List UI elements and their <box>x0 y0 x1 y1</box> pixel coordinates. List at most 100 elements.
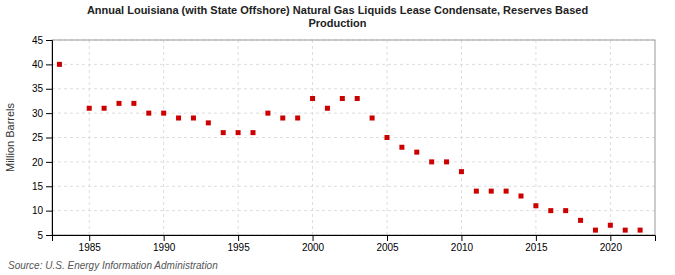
tick-label: 20 <box>32 157 44 168</box>
x-axis: 1985 1990 1995 2000 2005 2010 2015 2020 <box>53 235 656 253</box>
point <box>265 111 270 116</box>
point <box>236 130 241 135</box>
tick-label: 45 <box>32 35 44 46</box>
point <box>519 194 524 199</box>
tick-label: 10 <box>32 205 44 216</box>
tick: 30 <box>32 108 52 119</box>
point <box>191 116 196 121</box>
point <box>429 159 434 164</box>
point <box>87 106 92 111</box>
point <box>399 145 404 150</box>
point <box>638 228 643 233</box>
tick-mark <box>46 235 52 236</box>
tick: 2000 <box>302 235 325 253</box>
tick: 2015 <box>525 235 548 253</box>
point <box>325 106 330 111</box>
grid-line-y <box>52 88 655 89</box>
point <box>176 116 181 121</box>
tick-label: 5 <box>37 230 43 241</box>
tick-label: 2010 <box>451 242 474 253</box>
tick-mark <box>313 235 314 241</box>
point <box>206 120 211 125</box>
tick-mark <box>46 138 52 139</box>
y-axis: 5 10 15 20 25 30 35 40 45 <box>32 35 53 241</box>
tick-mark <box>89 235 90 241</box>
plot-frame <box>52 40 655 235</box>
tick: 20 <box>32 157 52 168</box>
tick-mark <box>46 89 52 90</box>
tick-mark <box>610 235 611 241</box>
point <box>593 228 598 233</box>
title-line: Production <box>308 17 366 29</box>
point <box>623 228 628 233</box>
point <box>370 116 375 121</box>
tick-label: 2000 <box>302 242 325 253</box>
grid-line-y <box>52 161 655 162</box>
tick: 1990 <box>153 235 176 253</box>
tick-label: 1995 <box>227 242 250 253</box>
point <box>533 203 538 208</box>
point <box>161 111 166 116</box>
point <box>295 116 300 121</box>
point <box>548 208 553 213</box>
tick: 15 <box>32 181 52 192</box>
tick-mark <box>387 235 388 241</box>
tick-label: 2020 <box>600 242 623 253</box>
tick-mark <box>238 235 239 241</box>
plot: 1985 1990 1995 2000 2005 2010 2015 2020 5 10 15 20 2… <box>32 35 656 253</box>
point <box>280 116 285 121</box>
point <box>385 135 390 140</box>
tick: 2020 <box>600 235 623 253</box>
grid-line-y <box>52 113 655 114</box>
grid-line-x <box>163 40 164 235</box>
chart: Annual Louisiana (with State Offshore) N… <box>0 0 675 275</box>
point <box>221 130 226 135</box>
point <box>414 150 419 155</box>
tick: 40 <box>32 59 52 70</box>
tick-label: 2015 <box>525 242 548 253</box>
tick: 1995 <box>227 235 250 253</box>
grid-line-y <box>52 137 655 138</box>
tick-mark <box>164 235 165 241</box>
point <box>117 101 122 106</box>
tick: 5 <box>37 230 52 241</box>
tick: 2010 <box>451 235 474 253</box>
point <box>504 189 509 194</box>
tick-label: 1985 <box>79 242 102 253</box>
point <box>459 169 464 174</box>
annotation: Source: U.S. Energy Information Administ… <box>8 260 218 271</box>
tick: 25 <box>32 132 52 143</box>
tick-label: 30 <box>32 108 44 119</box>
point <box>57 62 62 67</box>
axis-line <box>46 41 53 236</box>
tick-mark <box>46 113 52 114</box>
point <box>474 189 479 194</box>
tick: 2005 <box>376 235 399 253</box>
point <box>146 111 151 116</box>
y-axis-label: Million Barrels <box>4 102 16 172</box>
tick-mark <box>46 211 52 212</box>
tick-mark <box>536 235 537 241</box>
marks <box>57 62 643 233</box>
tick-label: 25 <box>32 132 44 143</box>
tick-label: 2005 <box>376 242 399 253</box>
point <box>340 96 345 101</box>
point <box>578 218 583 223</box>
point <box>489 189 494 194</box>
tick: 35 <box>32 83 52 94</box>
tick-label: 35 <box>32 83 44 94</box>
point <box>102 106 107 111</box>
tick-mark <box>46 162 52 163</box>
axis-line <box>53 236 656 242</box>
point <box>444 159 449 164</box>
tick: 1985 <box>79 235 102 253</box>
tick-label: 1990 <box>153 242 176 253</box>
tick-label: 15 <box>32 181 44 192</box>
point <box>131 101 136 106</box>
grid-line-y <box>52 186 655 187</box>
tick: 45 <box>32 35 52 46</box>
point <box>355 96 360 101</box>
point <box>310 96 315 101</box>
tick: 10 <box>32 205 52 216</box>
tick-label: 40 <box>32 59 44 70</box>
